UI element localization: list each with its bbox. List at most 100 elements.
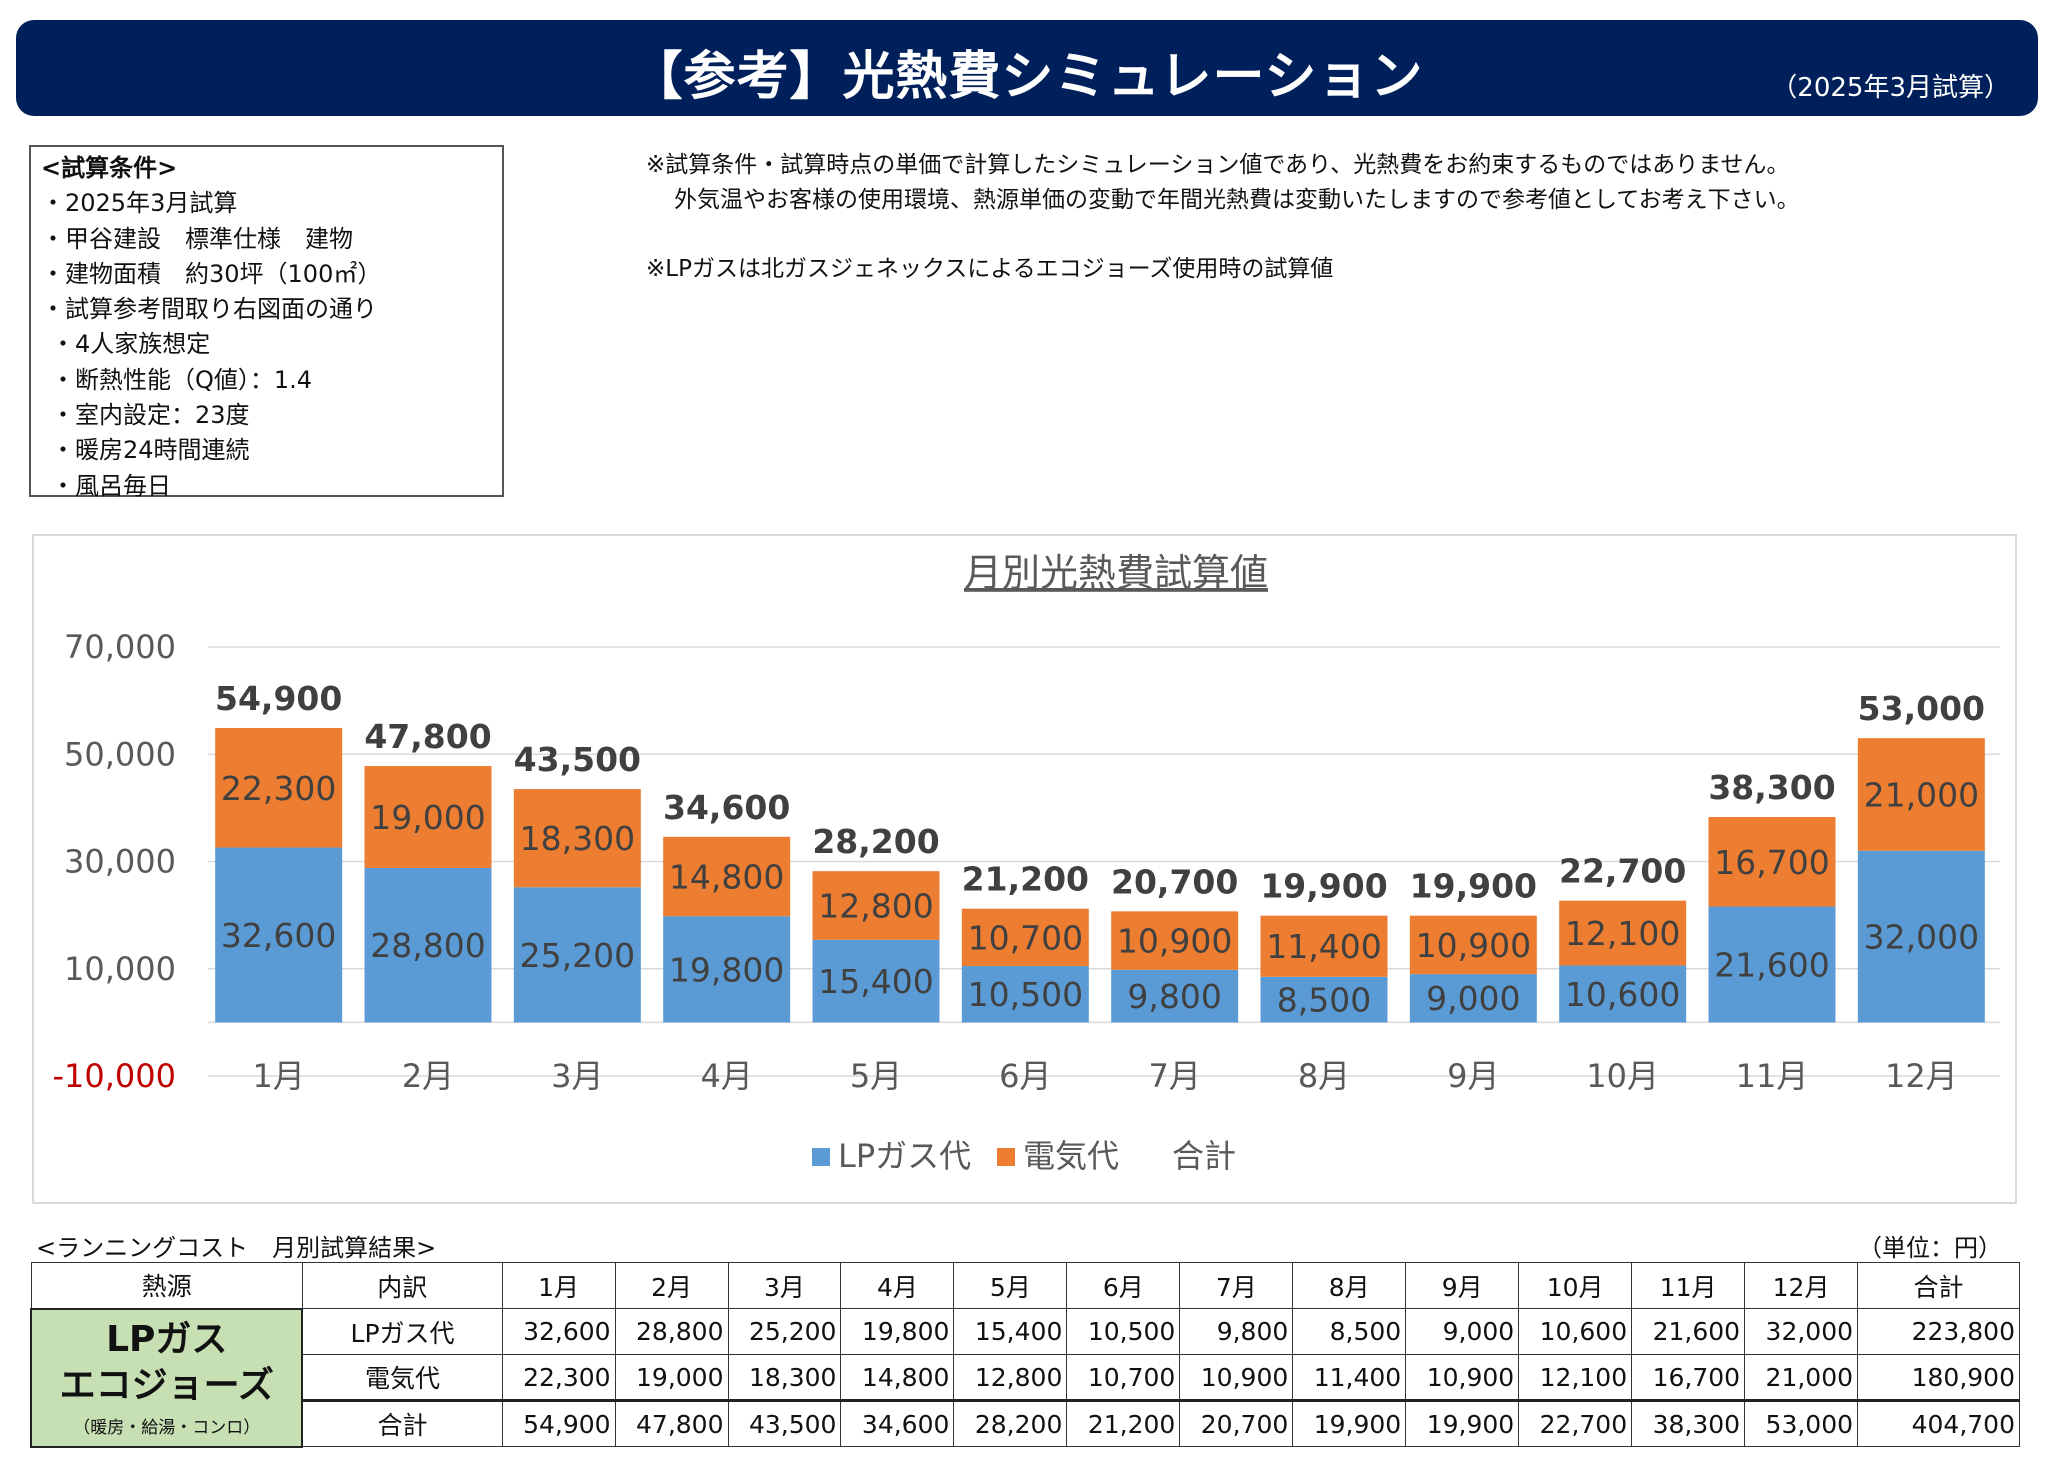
calc-date-note: （2025年3月試算） bbox=[1771, 73, 2010, 103]
x-tick-label: 9月 bbox=[1447, 1057, 1499, 1095]
table-cell: 10,900 bbox=[1179, 1354, 1294, 1401]
header-cell: 9月 bbox=[1405, 1262, 1520, 1309]
data-label-total: 22,700 bbox=[1559, 852, 1686, 891]
data-label-total: 19,900 bbox=[1260, 867, 1387, 906]
row-label: 合計 bbox=[301, 1399, 503, 1447]
bar-lpgas bbox=[1857, 850, 1985, 1023]
note-line: ※試算条件・試算時点の単価で計算したシミュレーション値であり、光熱費をお約束する… bbox=[646, 152, 1790, 178]
note-line: 外気温やお客様の使用環境、熱源単価の変動で年間光熱費は変動いたしますので参考値と… bbox=[674, 187, 1800, 213]
x-tick-label: 12月 bbox=[1885, 1057, 1958, 1095]
data-label-total: 28,200 bbox=[812, 822, 939, 861]
table-cell: 34,600 bbox=[840, 1399, 955, 1447]
title-banner: 【参考】光熱費シミュレーション （2025年3月試算） bbox=[16, 20, 2038, 116]
bar-electric bbox=[812, 871, 940, 940]
data-label-electric: 22,300 bbox=[221, 769, 336, 808]
condition-sub-item: ・暖房24時間連続 bbox=[51, 436, 250, 465]
data-label-electric: 19,000 bbox=[370, 798, 485, 837]
table-cell: 47,800 bbox=[614, 1399, 729, 1447]
table-cell: 54,900 bbox=[501, 1399, 616, 1447]
header-cell: 8月 bbox=[1292, 1262, 1407, 1309]
bar-electric bbox=[1111, 911, 1239, 970]
table-cell: 9,800 bbox=[1179, 1308, 1294, 1355]
x-tick-label: 5月 bbox=[850, 1057, 902, 1095]
x-tick-label: 4月 bbox=[700, 1057, 752, 1095]
bar-lpgas bbox=[513, 887, 641, 1023]
table-cell: 28,800 bbox=[614, 1308, 729, 1355]
source-name-line1: LPガス bbox=[106, 1319, 228, 1360]
table-cell: 10,600 bbox=[1518, 1308, 1633, 1355]
bar-electric bbox=[215, 727, 343, 848]
legend-label: LPガス代 bbox=[838, 1137, 971, 1175]
x-tick-label: 3月 bbox=[551, 1057, 603, 1095]
table-cell: 18,300 bbox=[727, 1354, 842, 1401]
x-tick-label: 2月 bbox=[402, 1057, 454, 1095]
legend-label: 電気代 bbox=[1023, 1137, 1119, 1175]
table-header-row: 熱源 内訳 1月 2月 3月 4月 5月 6月 7月 8月 9月 10月 11月… bbox=[30, 1262, 2020, 1309]
header-cell: 5月 bbox=[953, 1262, 1068, 1309]
table-row-total: 合計 54,900 47,800 43,500 34,600 28,200 21… bbox=[31, 1399, 2020, 1447]
table-cell: 19,900 bbox=[1405, 1399, 1520, 1447]
legend-swatch bbox=[812, 1148, 830, 1166]
bar-electric bbox=[1559, 900, 1687, 966]
legend-label: 合計 bbox=[1172, 1137, 1236, 1175]
y-tick-label: 70,000 bbox=[64, 628, 176, 666]
bar-electric bbox=[513, 789, 641, 888]
table-cell: 19,800 bbox=[840, 1308, 955, 1355]
bar-lpgas bbox=[1708, 906, 1836, 1023]
bar-lpgas bbox=[1559, 965, 1687, 1023]
note-line: ※LPガスは北ガスジェネックスによるエコジョーズ使用時の試算値 bbox=[646, 256, 1334, 282]
header-cell: 内訳 bbox=[301, 1262, 503, 1309]
running-cost-table: 熱源 内訳 1月 2月 3月 4月 5月 6月 7月 8月 9月 10月 11月… bbox=[29, 1262, 2020, 1448]
table-cell: 53,000 bbox=[1744, 1399, 1859, 1447]
header-cell: 2月 bbox=[614, 1262, 729, 1309]
data-label-lpgas: 32,000 bbox=[1864, 918, 1979, 957]
header-cell: 熱源 bbox=[30, 1262, 303, 1309]
table-row-electric: 電気代 22,300 19,000 18,300 14,800 12,800 1… bbox=[31, 1354, 2020, 1401]
bar-electric bbox=[1857, 738, 1985, 851]
heat-source-cell: LPガス エコジョーズ （暖房・給湯・コンロ） bbox=[29, 1307, 304, 1448]
row-label: LPガス代 bbox=[301, 1308, 503, 1355]
data-label-total: 38,300 bbox=[1708, 768, 1835, 807]
bar-electric bbox=[364, 766, 492, 868]
table-cell: 22,700 bbox=[1518, 1399, 1633, 1447]
table-cell: 20,700 bbox=[1179, 1399, 1294, 1447]
header-cell: 1月 bbox=[501, 1262, 616, 1309]
header-cell: 10月 bbox=[1518, 1262, 1633, 1309]
data-label-electric: 12,100 bbox=[1565, 914, 1680, 953]
data-label-electric: 14,800 bbox=[669, 858, 784, 897]
header-cell: 3月 bbox=[727, 1262, 842, 1309]
table-cell: 21,200 bbox=[1066, 1399, 1181, 1447]
chart-svg: 月別光熱費試算値 70,000 50,000 30,000 10,000 -10,000 3… bbox=[52, 551, 2000, 1175]
table-cell: 19,000 bbox=[614, 1354, 729, 1401]
disclaimer-notes: ※試算条件・試算時点の単価で計算したシミュレーション値であり、光熱費をお約束する… bbox=[646, 148, 1800, 287]
table-cell: 22,300 bbox=[501, 1354, 616, 1401]
data-label-total: 47,800 bbox=[364, 717, 491, 756]
data-label-lpgas: 10,500 bbox=[968, 975, 1083, 1014]
bar-lpgas bbox=[364, 867, 492, 1023]
calc-conditions-box: <試算条件> ・2025年3月試算 ・甲谷建設 標準仕様 建物 ・建物面積 約3… bbox=[29, 145, 504, 500]
condition-item: ・試算参考間取り右図面の通り bbox=[41, 295, 377, 324]
table-cell: 16,700 bbox=[1631, 1354, 1746, 1401]
bar-lpgas bbox=[663, 916, 791, 1023]
source-name-line2: エコジョーズ bbox=[59, 1365, 274, 1406]
condition-sub-item: ・室内設定：23度 bbox=[51, 401, 250, 430]
x-tick-label: 10月 bbox=[1586, 1057, 1659, 1095]
data-label-electric: 10,700 bbox=[968, 918, 1083, 957]
data-label-total: 54,900 bbox=[215, 679, 342, 718]
table-cell: 9,000 bbox=[1405, 1308, 1520, 1355]
data-label-electric: 16,700 bbox=[1714, 843, 1829, 882]
table-cell-total: 180,900 bbox=[1857, 1354, 2020, 1401]
data-label-lpgas: 32,600 bbox=[221, 916, 336, 955]
data-label-total: 53,000 bbox=[1858, 689, 1985, 728]
data-label-lpgas: 10,600 bbox=[1565, 975, 1680, 1014]
x-tick-label: 8月 bbox=[1298, 1057, 1350, 1095]
table-cell: 15,400 bbox=[953, 1308, 1068, 1355]
table-cell: 38,300 bbox=[1631, 1399, 1746, 1447]
data-label-electric: 21,000 bbox=[1864, 775, 1979, 814]
table-cell: 14,800 bbox=[840, 1354, 955, 1401]
table-cell: 21,600 bbox=[1631, 1308, 1746, 1355]
table-cell: 10,700 bbox=[1066, 1354, 1181, 1401]
condition-sub-item: ・断熱性能（Q値）：1.4 bbox=[51, 365, 313, 394]
table-cell: 21,000 bbox=[1744, 1354, 1859, 1401]
data-label-total: 19,900 bbox=[1410, 867, 1537, 906]
